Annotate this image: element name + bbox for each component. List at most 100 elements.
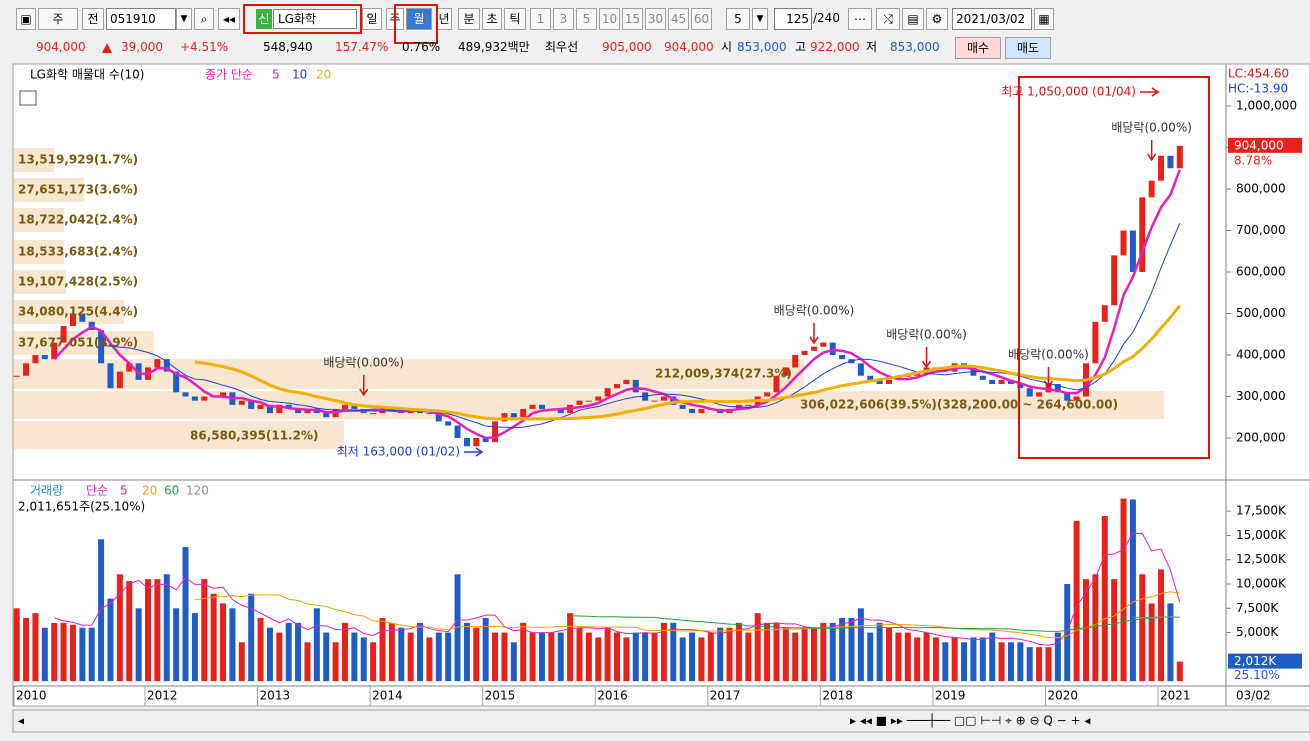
volume-profile-label: 34,080,125(4.4%) xyxy=(18,305,138,319)
menu-icon[interactable]: ▣ xyxy=(16,8,36,30)
tool-icon[interactable]: ⋯ xyxy=(848,8,872,30)
interval-button[interactable]: 10 xyxy=(599,8,620,30)
volume-bar xyxy=(707,632,714,682)
volume-bar xyxy=(304,642,311,682)
code-dropdown[interactable]: ▼ xyxy=(176,8,192,30)
scroll-left[interactable]: ◂ xyxy=(18,714,24,728)
volume-bar xyxy=(1064,584,1071,682)
last-price-badge xyxy=(1228,137,1302,153)
candle xyxy=(351,404,358,409)
volume-bar xyxy=(932,637,939,682)
candle xyxy=(595,396,602,401)
volume-ma-legend: 60 xyxy=(164,484,179,498)
interval-button[interactable]: 60 xyxy=(691,8,712,30)
period-button[interactable]: 일 xyxy=(362,8,382,30)
volume-bar xyxy=(801,627,808,682)
interval-button[interactable]: 5 xyxy=(576,8,597,30)
calendar-icon[interactable]: ▦ xyxy=(1034,8,1054,30)
volume-bar xyxy=(576,627,583,682)
volume-bar xyxy=(435,632,442,682)
interval-select[interactable]: 5 xyxy=(726,8,750,30)
volume-bar xyxy=(839,618,846,682)
volume-bar xyxy=(754,613,761,682)
volume-bar xyxy=(792,632,799,682)
candle xyxy=(370,413,377,415)
x-tick-label: 2017 xyxy=(710,689,741,703)
volume-bar xyxy=(548,632,555,682)
volume-bar xyxy=(632,632,639,682)
volume-bar xyxy=(238,642,245,682)
candle xyxy=(839,354,846,360)
volume-bar xyxy=(98,539,105,682)
volume-bar xyxy=(520,622,527,682)
grid-icon[interactable] xyxy=(19,90,37,106)
volume-bar xyxy=(182,547,189,682)
volume-bar xyxy=(510,642,517,682)
candle xyxy=(445,421,452,426)
candle xyxy=(1176,145,1183,169)
candle xyxy=(576,400,583,405)
volume-bar xyxy=(126,581,133,682)
period-button[interactable]: 월 xyxy=(406,8,432,30)
volume: 548,940 xyxy=(263,40,313,54)
candle xyxy=(1026,388,1033,397)
volume-bar xyxy=(69,624,76,682)
candle xyxy=(689,408,696,414)
save-icon[interactable]: ▤ xyxy=(902,8,924,30)
volume-bar xyxy=(660,622,667,682)
type-select[interactable]: 주 xyxy=(38,8,78,30)
volume-bar xyxy=(1026,647,1033,682)
candle xyxy=(295,408,302,414)
volume-bar xyxy=(501,632,508,682)
candle xyxy=(998,379,1005,385)
candle xyxy=(501,413,508,422)
candle xyxy=(426,413,433,415)
candle xyxy=(107,363,114,389)
interval-button[interactable]: 15 xyxy=(622,8,643,30)
search-button[interactable]: ⌕ xyxy=(194,8,214,30)
code-input[interactable]: 051910 xyxy=(106,8,176,30)
stock-name[interactable]: LG화학 xyxy=(273,9,357,29)
candle xyxy=(623,379,630,385)
candle xyxy=(764,392,771,397)
playback-controls[interactable]: ▸ ◂◂ ■ ▸▸ ───┼── ▢▢ ⊢⊣ ⌖ ⊕ ⊖ Q − + ◂ xyxy=(850,713,1090,728)
sound-button[interactable]: ◂◂ xyxy=(218,8,240,30)
interval-dropdown[interactable]: ▼ xyxy=(752,8,768,30)
tool-icon[interactable]: ⤭ xyxy=(876,8,900,30)
interval-button[interactable]: 3 xyxy=(553,8,574,30)
volume-bar xyxy=(820,622,827,682)
count-max: /240 xyxy=(813,11,840,25)
volume-bar xyxy=(595,637,602,682)
price: 904,000 xyxy=(36,40,86,54)
candle xyxy=(1092,321,1099,364)
count-input[interactable]: 125 xyxy=(774,8,812,30)
period-button[interactable]: 분 xyxy=(458,8,480,30)
interval-button[interactable]: 45 xyxy=(668,8,689,30)
date-input[interactable]: 2021/03/02 xyxy=(952,8,1032,30)
volume-bar xyxy=(1111,579,1118,682)
prev-button[interactable]: 전 xyxy=(82,8,104,30)
interval-button[interactable]: 30 xyxy=(645,8,666,30)
sell-button[interactable]: 매도 xyxy=(1005,37,1051,59)
volume-bar xyxy=(886,627,893,682)
interval-button[interactable]: 1 xyxy=(530,8,551,30)
y-tick-label: 300,000 xyxy=(1236,389,1286,403)
scrollbar[interactable] xyxy=(12,709,1310,733)
volume-bar xyxy=(689,632,696,682)
candle xyxy=(904,375,911,377)
volume-bar xyxy=(163,574,170,682)
candle xyxy=(463,437,470,447)
volume-bar xyxy=(220,603,227,682)
candle xyxy=(989,379,996,385)
volume-ma-line xyxy=(54,532,1181,646)
buy-button[interactable]: 매수 xyxy=(955,37,1001,59)
period-button[interactable]: 틱 xyxy=(504,8,526,30)
volume-bar xyxy=(557,632,564,682)
period-button[interactable]: 초 xyxy=(482,8,502,30)
price-ma-legend: 5 xyxy=(272,68,280,82)
x-tick-label: 2014 xyxy=(372,689,403,703)
settings-icon[interactable]: ⚙ xyxy=(926,8,948,30)
candle xyxy=(482,437,489,443)
lc-label: LC:454.60 xyxy=(1228,67,1289,81)
candle xyxy=(473,437,480,447)
